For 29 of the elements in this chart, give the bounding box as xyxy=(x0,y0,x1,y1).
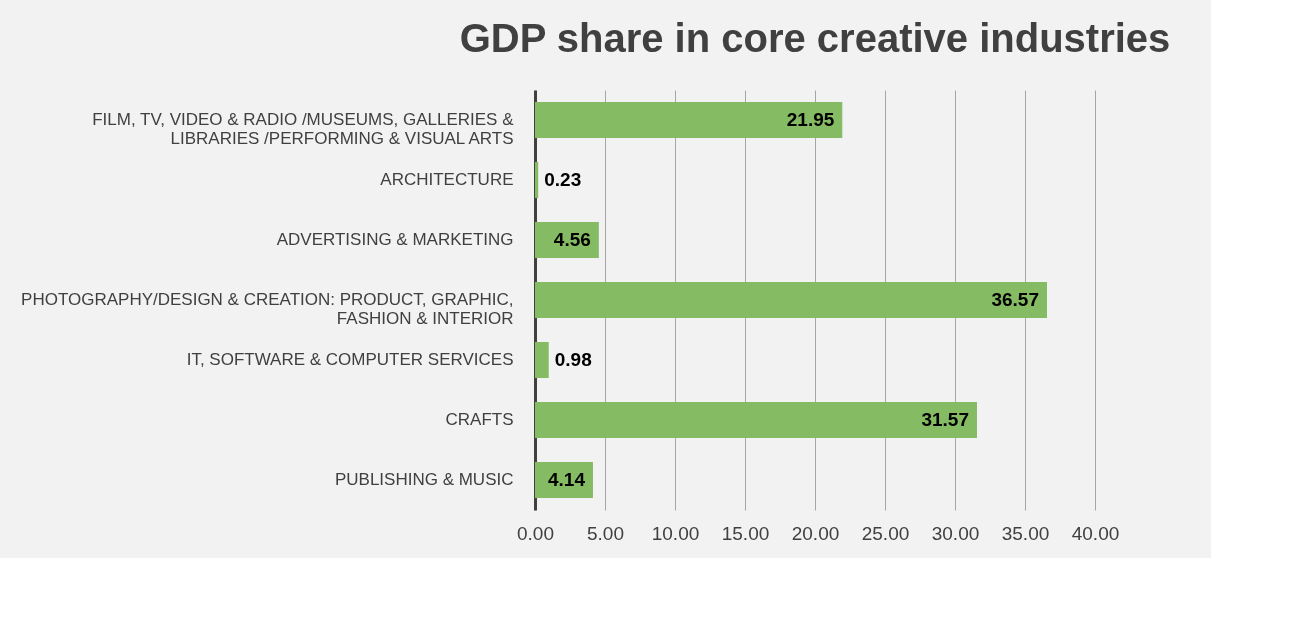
x-tick-label: 5.00 xyxy=(587,522,624,544)
x-tick-label: 35.00 xyxy=(1001,522,1050,544)
y-tick-label: IT, SOFTWARE & COMPUTER SERVICES xyxy=(186,350,514,369)
y-tick-label: PHOTOGRAPHY/DESIGN & CREATION: PRODUCT, GRAPHIC, FASHION & INTERIOR xyxy=(21,290,514,328)
bar xyxy=(535,282,1047,318)
x-tick-label: 25.00 xyxy=(861,522,910,544)
y-tick-label: CRAFTS xyxy=(445,410,514,429)
y-tick-label: FILM, TV, VIDEO & RADIO /MUSEUMS, GALLERIES & LIBRARIES /PERFORMING & VISUAL ARTS xyxy=(92,110,515,148)
data-label: 4.56 xyxy=(553,229,591,250)
data-label: 36.57 xyxy=(991,289,1039,310)
bar xyxy=(535,402,977,438)
data-label: 0.98 xyxy=(554,349,592,370)
data-label: 0.23 xyxy=(544,169,582,190)
x-tick-label: 30.00 xyxy=(931,522,980,544)
bar xyxy=(535,342,549,378)
y-tick-label: PUBLISHING & MUSIC xyxy=(334,470,514,489)
bar xyxy=(535,162,539,198)
x-tick-label: 15.00 xyxy=(721,522,770,544)
x-tick-label: 0.00 xyxy=(517,522,554,544)
x-tick-label: 20.00 xyxy=(791,522,840,544)
x-tick-label: 10.00 xyxy=(651,522,700,544)
bar xyxy=(535,102,843,138)
chart-title: GDP share in core creative industries xyxy=(459,16,1171,60)
y-tick-label: ADVERTISING & MARKETING xyxy=(276,230,514,249)
data-label: 31.57 xyxy=(921,409,969,430)
data-label: 4.14 xyxy=(547,469,586,490)
x-tick-label: 40.00 xyxy=(1071,522,1120,544)
data-label: 21.95 xyxy=(786,109,835,130)
y-tick-label: ARCHITECTURE xyxy=(380,170,514,189)
